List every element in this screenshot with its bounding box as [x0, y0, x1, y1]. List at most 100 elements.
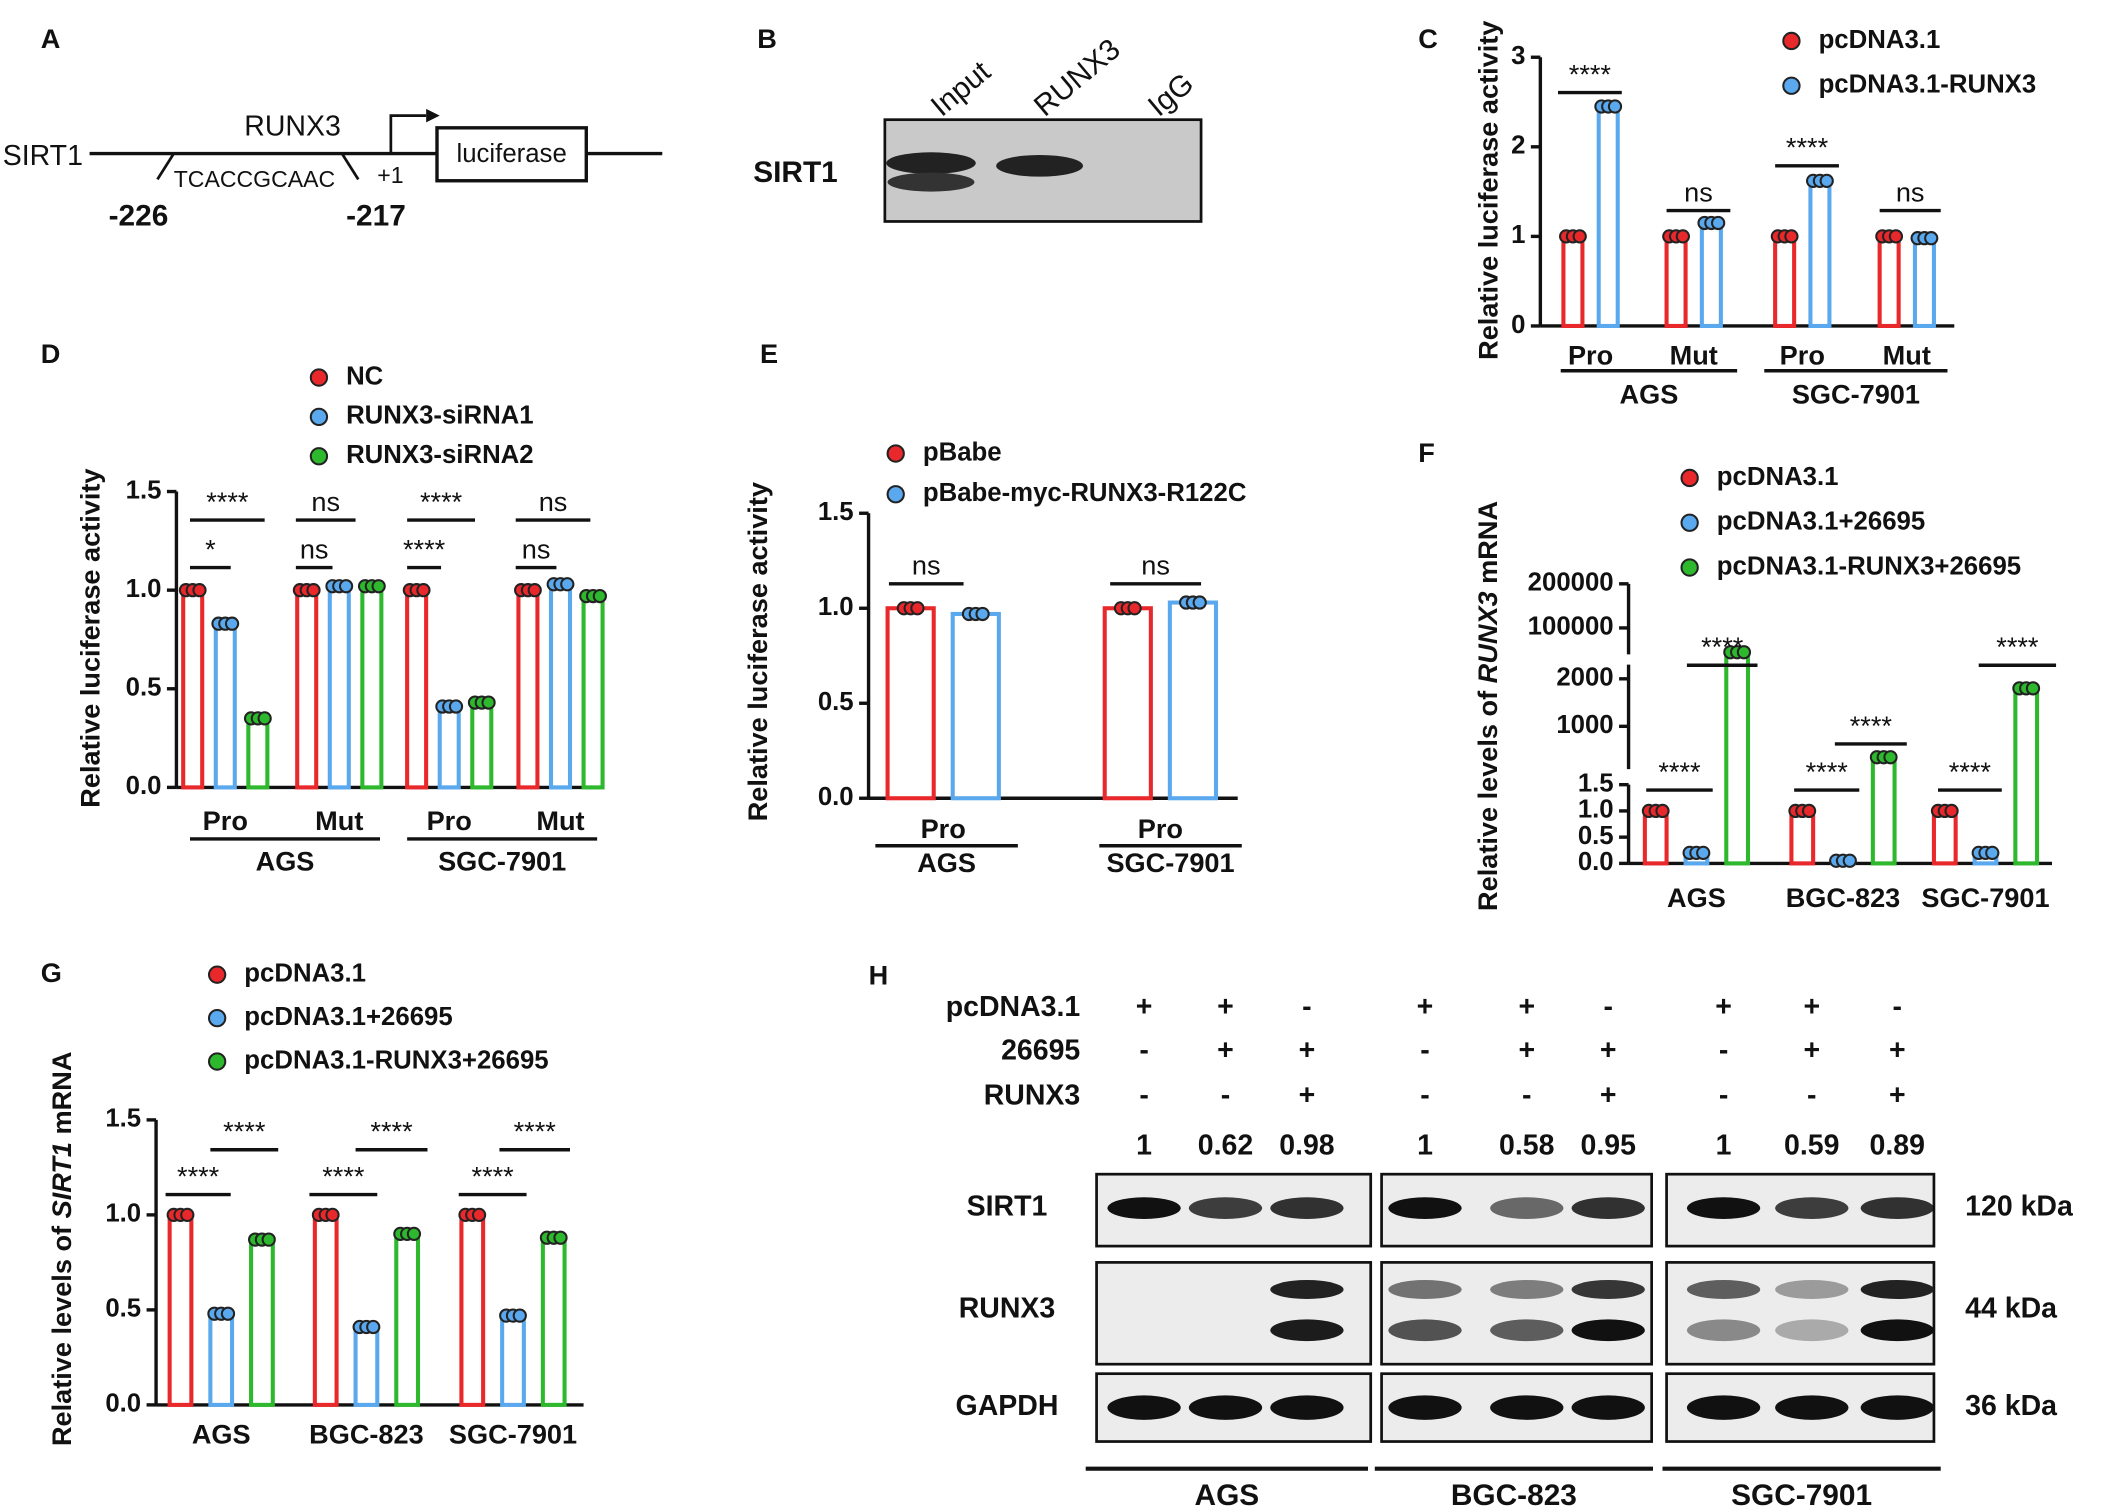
bar — [1102, 606, 1153, 801]
data-point — [220, 1306, 236, 1321]
blot-band — [1388, 1395, 1462, 1420]
data-point — [1711, 215, 1726, 231]
data-point — [1801, 803, 1817, 819]
significance-label: ns — [1684, 176, 1713, 207]
data-point — [306, 583, 321, 598]
data-point — [1127, 601, 1142, 616]
bar-chart: E 0.0 0.5 1.0 1.5 Relative luciferase activit… — [742, 338, 1246, 878]
group-label: AGS — [917, 847, 976, 878]
blot-label: GAPDH — [956, 1390, 1059, 1422]
blot-band — [1490, 1280, 1564, 1300]
bar — [295, 588, 319, 790]
bar — [540, 1235, 567, 1407]
data-point — [553, 1230, 568, 1245]
bar — [1167, 600, 1219, 801]
condition-sign: + — [1417, 991, 1434, 1023]
blot-band — [1860, 1319, 1934, 1342]
significance-label: **** — [370, 1116, 413, 1147]
y-tick-label: 1.5 — [1578, 769, 1614, 797]
data-point — [257, 711, 272, 726]
bar — [1642, 808, 1669, 866]
group-label: BGC-823 — [1451, 1479, 1577, 1511]
blot-frame — [1095, 1261, 1373, 1366]
legend-marker — [207, 965, 227, 984]
y-axis-label-part: Relative levels of — [46, 1218, 77, 1446]
significance-label: **** — [1806, 756, 1849, 787]
target-label: SIRT1 — [753, 156, 838, 189]
data-point — [192, 583, 207, 598]
legend-marker — [1680, 558, 1699, 577]
x-tick-label: Pro — [427, 805, 472, 836]
data-point — [592, 588, 607, 604]
bar — [1912, 236, 1936, 329]
blot-band — [1270, 1319, 1344, 1342]
group-label: AGS — [256, 846, 315, 877]
tss-label: +1 — [377, 162, 403, 188]
condition-sign: - — [1603, 991, 1613, 1023]
data-point — [1675, 229, 1690, 244]
band-ratio: 1 — [1417, 1130, 1433, 1162]
panel-label: H — [869, 960, 889, 991]
y-axis-label-part: Relative levels of — [1472, 683, 1503, 911]
blot-band — [1775, 1319, 1849, 1342]
significance-label: **** — [1786, 132, 1829, 163]
blot-band — [1270, 1197, 1344, 1219]
legend-marker — [207, 1008, 227, 1028]
bar — [327, 584, 351, 790]
y-tick-label: 0.0 — [818, 783, 854, 811]
condition-label: pcDNA3.1 — [946, 991, 1081, 1023]
significance-label: **** — [177, 1160, 220, 1191]
significance-label: **** — [1658, 756, 1701, 787]
data-point — [560, 577, 575, 592]
condition-sign: - — [1139, 1079, 1149, 1111]
condition-sign: + — [1600, 1035, 1617, 1067]
significance-label: ns — [311, 486, 340, 517]
chip-gel: B SIRT1 Input RUNX3 IgG — [753, 23, 1203, 223]
x-tick-label: Pro — [1780, 339, 1825, 370]
band-ratio: 0.59 — [1784, 1130, 1839, 1162]
condition-sign: + — [1889, 1079, 1906, 1111]
panel-label: C — [1418, 23, 1438, 54]
legend-marker — [1782, 31, 1801, 51]
blot-band — [1270, 1395, 1344, 1420]
blot-band — [1188, 1395, 1263, 1420]
y-tick-label: 1.0 — [126, 575, 162, 603]
bar — [249, 1237, 275, 1407]
bar — [581, 594, 605, 790]
end-label: -217 — [346, 199, 406, 232]
data-point — [975, 606, 990, 622]
significance-label: **** — [1701, 631, 1744, 662]
bar — [213, 621, 237, 790]
x-tick-label: Pro — [203, 805, 248, 836]
start-label: -226 — [109, 199, 169, 232]
charts: C 0 1 2 3 Relative luciferase activity pcDNA3.… — [41, 21, 2057, 1449]
blot-band — [1388, 1319, 1462, 1342]
data-point — [1655, 803, 1670, 819]
condition-sign: + — [1600, 1079, 1617, 1111]
significance-label: ns — [522, 533, 551, 564]
blot-band — [1388, 1197, 1462, 1219]
legend-marker — [1782, 76, 1801, 95]
site-mark — [340, 152, 360, 181]
blot-band — [1775, 1395, 1849, 1420]
band-ratio: 1 — [1136, 1130, 1152, 1162]
bar — [1773, 234, 1797, 329]
condition-sign: + — [1803, 1035, 1820, 1067]
y-axis-label-part: SIRT1 — [46, 1142, 77, 1218]
blot-band — [1860, 1395, 1934, 1420]
bar — [1808, 178, 1832, 329]
y-axis-label: Relative luciferase activity — [1472, 21, 1503, 360]
bar — [500, 1313, 526, 1407]
panel-label: F — [1418, 437, 1435, 468]
blot-band — [1107, 1395, 1181, 1420]
blot-size: 120 kDa — [1965, 1191, 2074, 1223]
y-axis-label: Relative levels of RUNX3 mRNA — [1472, 501, 1503, 911]
data-point — [338, 579, 354, 594]
y-tick-label: 1000 — [1556, 711, 1613, 739]
bar — [885, 606, 936, 801]
y-tick-label: 0.0 — [126, 772, 162, 800]
y-tick-label: 0.5 — [126, 674, 162, 702]
lane-label: RUNX3 — [1028, 33, 1127, 123]
blot-band — [1571, 1197, 1645, 1219]
blot-band — [1571, 1280, 1645, 1300]
